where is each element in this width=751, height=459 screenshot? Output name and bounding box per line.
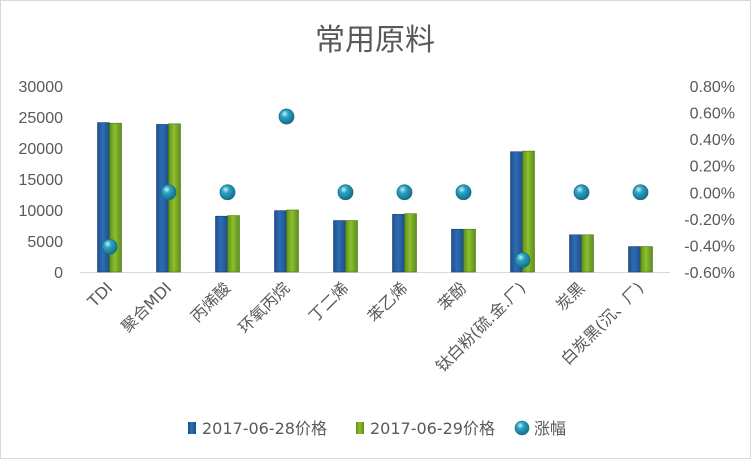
bar-2017-06-29: [522, 150, 535, 273]
change-marker: [455, 184, 472, 201]
change-marker: [278, 108, 295, 125]
bar-2017-06-29: [227, 215, 240, 273]
change-marker: [573, 184, 590, 201]
marker-series-group: [101, 108, 649, 268]
bar-2017-06-28: [628, 246, 641, 273]
left-axis-tick-label: 15000: [19, 172, 64, 189]
legend: 2017-06-28价格 2017-06-29价格 涨幅: [188, 419, 566, 438]
legend-label: 涨幅: [534, 419, 566, 438]
right-axis-tick-label: 0.60%: [690, 106, 735, 123]
right-axis: 0.80% 0.60% 0.40% 0.20% 0.00% -0.20% -0.40% -0.…: [684, 79, 735, 282]
bar-2017-06-28: [333, 220, 346, 273]
chart-title: 常用原料: [315, 23, 435, 58]
legend-swatch: [514, 420, 530, 436]
bar-2017-06-29: [463, 228, 476, 273]
right-axis-tick-label: -0.40%: [684, 238, 735, 255]
change-marker: [632, 184, 649, 201]
bar-2017-06-28: [274, 210, 287, 273]
right-axis-tick-label: -0.20%: [684, 212, 735, 229]
right-axis-tick-label: 0.80%: [690, 79, 735, 96]
bar-2017-06-29: [640, 246, 653, 273]
left-axis-tick-label: 10000: [19, 203, 64, 220]
bar-2017-06-29: [404, 213, 417, 273]
left-axis: 0 5000 10000 15000 20000 25000 30000: [19, 79, 670, 282]
bar-2017-06-29: [109, 122, 122, 273]
bar-2017-06-29: [581, 234, 594, 273]
legend-label: 2017-06-28价格: [202, 419, 327, 438]
right-axis-tick-label: -0.60%: [684, 265, 735, 282]
legend-swatch: [188, 422, 196, 434]
left-axis-tick-label: 25000: [19, 110, 64, 127]
change-marker: [101, 238, 118, 255]
change-marker: [396, 184, 413, 201]
right-axis-tick-label: 0.20%: [690, 159, 735, 176]
right-axis-tick-label: 0.40%: [690, 132, 735, 149]
bar-2017-06-28: [569, 234, 582, 273]
change-marker: [160, 184, 177, 201]
bar-series-group: [97, 122, 653, 273]
change-marker: [514, 252, 531, 268]
left-axis-tick-label: 30000: [19, 79, 64, 96]
left-axis-tick-label: 20000: [19, 141, 64, 158]
bar-2017-06-29: [345, 220, 358, 273]
bar-2017-06-28: [392, 214, 405, 273]
bar-2017-06-29: [286, 209, 299, 273]
change-marker: [219, 184, 236, 201]
left-axis-tick-label: 5000: [27, 234, 63, 251]
bar-2017-06-28: [451, 228, 464, 273]
legend-label: 2017-06-29价格: [370, 419, 495, 438]
change-marker: [337, 184, 354, 201]
legend-swatch: [356, 422, 364, 434]
left-axis-tick-label: 0: [54, 265, 63, 282]
right-axis-tick-label: 0.00%: [690, 185, 735, 202]
bar-2017-06-28: [215, 215, 228, 273]
